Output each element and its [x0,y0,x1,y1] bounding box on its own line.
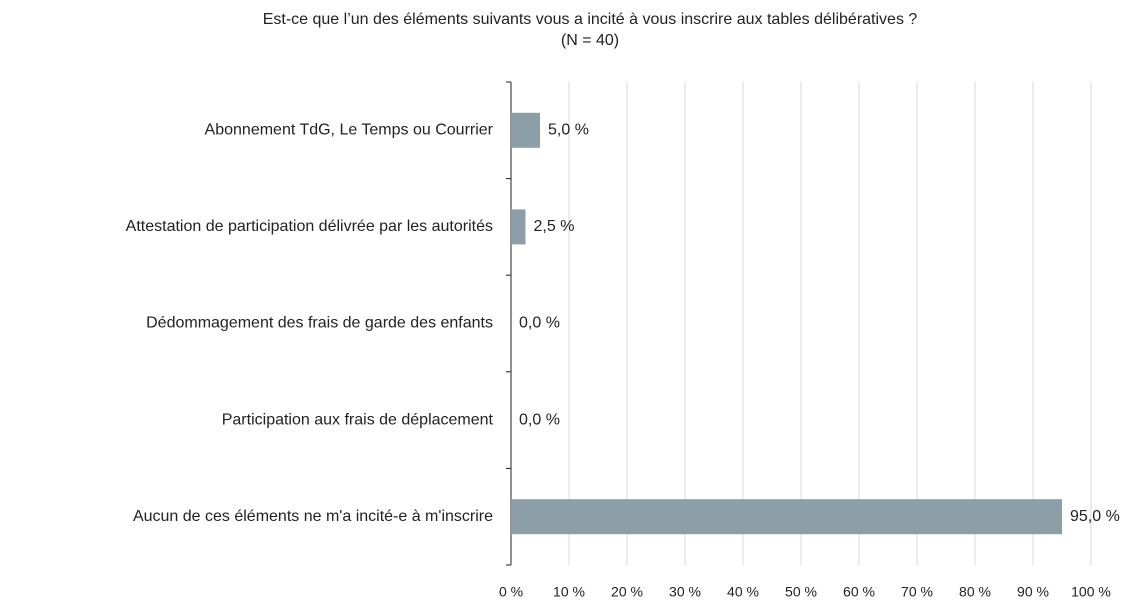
x-tick-label: 0 % [499,584,523,600]
x-tick-label: 20 % [611,584,643,600]
bar [511,112,540,148]
x-tick-label: 50 % [785,584,817,600]
value-label: 2,5 % [534,218,575,235]
x-tick-label: 40 % [727,584,759,600]
x-tick-label: 90 % [1017,584,1049,600]
x-tick-label: 80 % [959,584,991,600]
value-label: 0,0 % [519,315,560,332]
x-tick-label: 60 % [843,584,875,600]
y-tick-label: Dédommagement des frais de garde des enf… [146,315,493,332]
value-label: 95,0 % [1070,508,1120,525]
chart-title: Est-ce que l’un des éléments suivants vo… [263,11,918,28]
bar [511,499,1062,535]
x-tick-label: 30 % [669,584,701,600]
y-tick-label: Aucun de ces éléments ne m'a incité-e à … [133,508,493,525]
x-tick-label: 70 % [901,584,933,600]
y-tick-label: Abonnement TdG, Le Temps ou Courrier [205,122,494,139]
x-tick-label: 10 % [553,584,585,600]
x-tick-label: 100 % [1071,584,1111,600]
y-tick-label: Participation aux frais de déplacement [222,411,494,428]
chart-subtitle: (N = 40) [561,32,619,49]
bar [511,209,526,245]
value-label: 5,0 % [548,122,589,139]
y-tick-label: Attestation de participation délivrée pa… [126,218,493,235]
value-label: 0,0 % [519,411,560,428]
